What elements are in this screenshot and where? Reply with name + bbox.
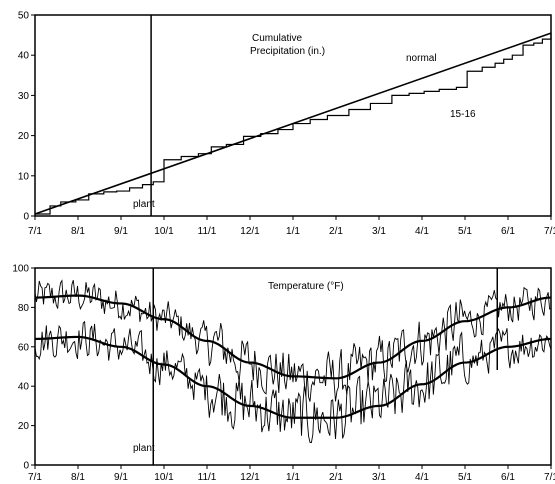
temp-plant-label: plant <box>133 443 155 454</box>
y-tick-label: 40 <box>18 51 30 62</box>
x-tick-label: 7/1 <box>28 226 42 237</box>
x-tick-label: 2/1 <box>329 472 343 483</box>
y-tick-label: 20 <box>18 131 30 142</box>
temperature-chart: 0 20 40 60 80 100 7/1 8/1 9/1 10/1 11/1 12/1 1/1 2/1… <box>12 264 555 484</box>
x-tick-label: 5/1 <box>458 226 472 237</box>
temp-x-ticks: 7/1 8/1 9/1 10/1 11/1 12/1 1/1 2/1 3/1 4/1 5/1 6/1 7… <box>28 465 555 483</box>
normal-min-temp-line <box>34 335 552 419</box>
x-tick-label: 9/1 <box>114 472 128 483</box>
x-tick-label: 7/1 <box>28 472 42 483</box>
x-tick-label: 10/1 <box>154 472 174 483</box>
y-tick-label: 0 <box>23 461 29 472</box>
y-tick-label: 50 <box>18 11 30 22</box>
precip-plant-label: plant <box>133 199 155 210</box>
series-season <box>35 33 552 215</box>
precip-season-label: 15-16 <box>450 109 476 120</box>
x-tick-label: 7/1 <box>544 226 555 237</box>
precip-x-ticks: 7/1 8/1 9/1 10/1 11/1 12/1 1/1 2/1 3/1 4/1 5/1 6/1 7… <box>28 216 555 237</box>
y-tick-label: 30 <box>18 91 30 102</box>
x-tick-label: 7/1 <box>544 472 555 483</box>
temp-y-ticks: 0 20 40 60 80 100 <box>12 264 35 472</box>
daily-max-temp-line <box>34 279 552 402</box>
y-tick-label: 10 <box>18 171 30 182</box>
x-tick-label: 3/1 <box>372 226 386 237</box>
x-tick-label: 6/1 <box>501 472 515 483</box>
daily-min-temp-line <box>34 320 552 443</box>
y-tick-label: 40 <box>18 382 30 393</box>
x-tick-label: 4/1 <box>415 226 429 237</box>
x-tick-label: 4/1 <box>415 472 429 483</box>
y-tick-label: 20 <box>18 421 30 432</box>
x-tick-label: 5/1 <box>458 472 472 483</box>
temp-plot-frame <box>34 267 552 466</box>
x-tick-label: 6/1 <box>501 226 515 237</box>
x-tick-label: 8/1 <box>71 226 85 237</box>
temp-title: Temperature (°F) <box>268 281 344 292</box>
precipitation-chart: 0 10 20 30 40 50 7/1 8/1 9/1 10/1 11/1 12/1 1/1 2/1 3… <box>18 11 555 238</box>
x-tick-label: 8/1 <box>71 472 85 483</box>
y-tick-label: 0 <box>23 212 29 223</box>
temp-series <box>34 268 552 465</box>
y-tick-label: 60 <box>18 342 30 353</box>
x-tick-label: 10/1 <box>154 226 174 237</box>
x-tick-label: 1/1 <box>286 472 300 483</box>
x-tick-label: 2/1 <box>329 226 343 237</box>
x-tick-label: 9/1 <box>114 226 128 237</box>
x-tick-label: 11/1 <box>198 472 217 483</box>
x-tick-label: 1/1 <box>286 226 300 237</box>
precip-normal-label: normal <box>406 53 437 64</box>
y-tick-label: 80 <box>18 303 30 314</box>
normal-max-temp-line <box>34 294 552 380</box>
x-tick-label: 12/1 <box>240 472 260 483</box>
precip-y-ticks: 0 10 20 30 40 50 <box>18 11 35 223</box>
precip-title-line1: Cumulative <box>252 33 302 44</box>
x-tick-label: 11/1 <box>198 226 217 237</box>
x-tick-label: 3/1 <box>372 472 386 483</box>
x-tick-label: 12/1 <box>240 226 260 237</box>
precip-series <box>34 15 552 216</box>
precip-title-line2: Precipitation (in.) <box>250 46 325 57</box>
y-tick-label: 100 <box>12 264 29 275</box>
